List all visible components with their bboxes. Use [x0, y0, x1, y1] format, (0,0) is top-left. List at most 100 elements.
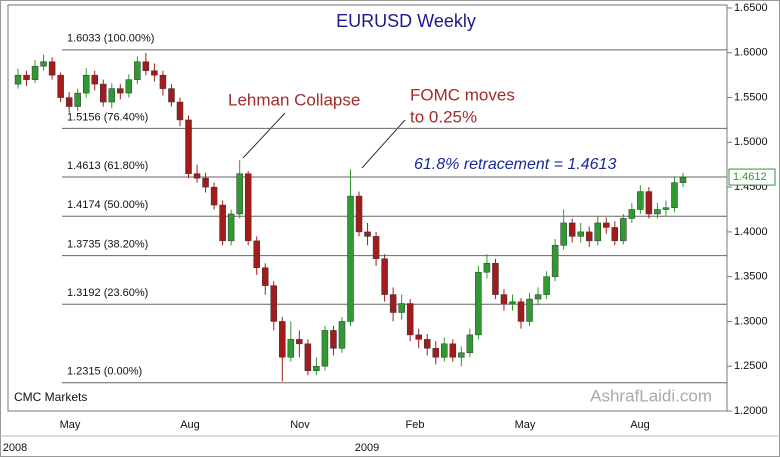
candle-body [347, 195, 354, 322]
candle-body [270, 285, 278, 322]
candle-body [219, 204, 226, 242]
candle-body [40, 61, 47, 67]
candle-body [321, 330, 329, 367]
candle-body [458, 352, 465, 358]
candle-body [202, 177, 209, 188]
fib-label: 1.6033 (100.00%) [67, 33, 154, 45]
candle-body [91, 74, 98, 85]
candle-body [526, 298, 533, 322]
candle-body [108, 88, 116, 103]
candle-body [296, 339, 303, 345]
fib-label: 1.2315 (0.00%) [67, 366, 142, 378]
candle-body [568, 222, 576, 237]
candle-body [74, 92, 81, 107]
candle-body [620, 218, 627, 242]
annotation: Lehman Collapse [228, 90, 360, 109]
candle-body [492, 262, 499, 295]
candle-body [31, 65, 39, 80]
candle-body [398, 303, 405, 313]
x-tick-label: Aug [630, 419, 650, 431]
candle-body [585, 231, 593, 242]
candle-body [117, 88, 124, 94]
candle-body [287, 339, 295, 358]
candle-body [415, 334, 422, 340]
y-tick-label: 1.5500 [734, 91, 768, 103]
candle-body [185, 119, 192, 174]
candle-body [577, 231, 584, 237]
annotation: 61.8% retracement = 1.4613 [414, 156, 616, 173]
candle-body [330, 330, 337, 349]
candle-body [500, 294, 508, 304]
year-label: 2008 [3, 442, 27, 454]
candle-body [679, 176, 687, 183]
candle-body [23, 74, 30, 80]
year-label: 2009 [355, 442, 379, 454]
candle-body [483, 262, 491, 273]
candle-body [125, 79, 133, 94]
y-tick-label: 1.3000 [734, 315, 768, 327]
candle-body [313, 365, 320, 371]
candle-body [57, 74, 64, 98]
candle-body [543, 276, 550, 295]
y-tick-label: 1.3500 [734, 271, 768, 283]
last-price-box [728, 168, 776, 186]
candle-body [475, 271, 482, 336]
candle-body [389, 294, 397, 313]
candle-body [227, 213, 235, 242]
candle-body [671, 182, 678, 208]
fib-label: 1.3735 (38.20%) [67, 239, 148, 251]
x-tick-label: May [60, 419, 81, 431]
candle-body [338, 321, 346, 349]
candle-body [611, 227, 619, 242]
last-price-label: 1.4612 [733, 171, 767, 183]
y-tick-label: 1.5000 [734, 136, 768, 148]
candle-body [466, 334, 474, 354]
candle-body [176, 101, 184, 121]
candle-body [82, 74, 90, 94]
candle-body [509, 301, 516, 304]
candle-body [449, 343, 457, 358]
candle-body [100, 83, 107, 103]
candle-body [65, 97, 73, 107]
candle-body [210, 186, 218, 206]
source: CMC Markets [14, 390, 87, 404]
candle-body [244, 173, 252, 242]
x-tick-label: Feb [406, 419, 425, 431]
annotation: FOMC moves [410, 85, 515, 104]
y-tick-label: 1.6000 [734, 47, 768, 59]
candle-body [48, 61, 56, 76]
candle-body [304, 343, 312, 371]
candle-body [645, 191, 653, 215]
candle-body [594, 222, 601, 242]
candle-body [151, 70, 158, 76]
candle-body [279, 321, 286, 358]
candle-body [14, 74, 22, 85]
fib-label: 1.4174 (50.00%) [67, 199, 148, 211]
candle-body [406, 303, 414, 336]
candle-body [560, 222, 567, 246]
candle-body [628, 209, 636, 219]
watermark: AshrafLaidi.com [590, 386, 712, 405]
candle-body [355, 195, 363, 233]
candle-body [168, 88, 175, 103]
y-tick-label: 1.6500 [734, 2, 768, 14]
candle-body [261, 267, 269, 286]
candle-body [637, 191, 644, 210]
fib-label: 1.5156 (76.40%) [67, 111, 148, 123]
annotation: to 0.25% [410, 107, 477, 126]
candle-body [134, 61, 141, 80]
candle-body [441, 343, 448, 358]
candle-body [364, 231, 371, 237]
x-tick-label: May [515, 419, 536, 431]
y-tick-label: 1.2500 [734, 360, 768, 372]
candle-body [236, 173, 243, 215]
candle-body [193, 173, 201, 179]
y-tick-label: 1.4000 [734, 226, 768, 238]
candle-body [372, 236, 380, 260]
candle-body [253, 240, 260, 268]
candle-body [551, 245, 559, 277]
candle-body [517, 301, 525, 322]
candle-body [159, 74, 167, 89]
candle-body [662, 207, 670, 210]
